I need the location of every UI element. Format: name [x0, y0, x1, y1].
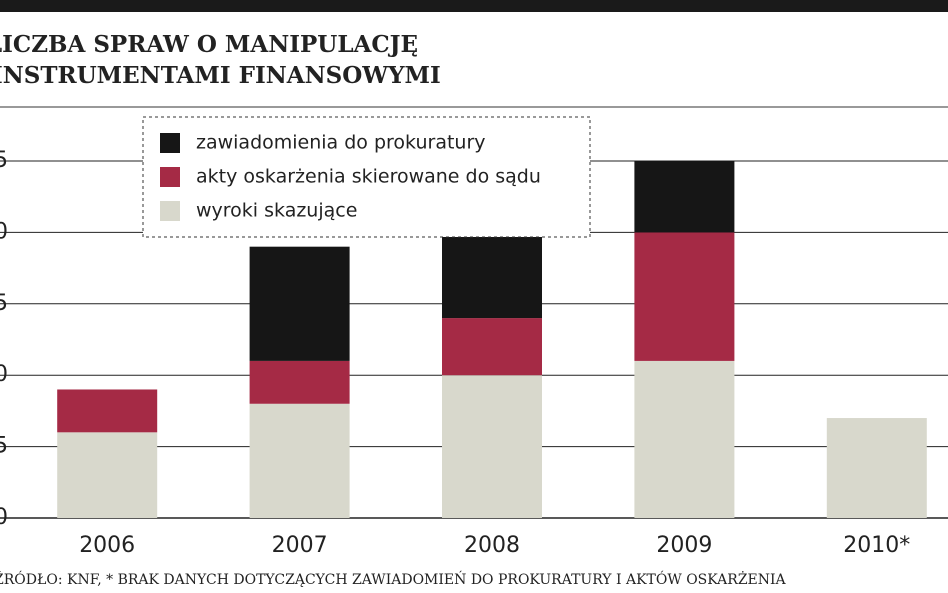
- legend-swatch: [160, 167, 180, 187]
- x-tick-label: 2007: [272, 533, 328, 558]
- x-tick-label: 2008: [464, 533, 520, 558]
- top-band: [0, 0, 948, 12]
- y-tick-label: 20: [0, 219, 8, 244]
- legend-swatch: [160, 201, 180, 221]
- bar-segment: [442, 375, 542, 518]
- y-tick-label: 15: [0, 291, 8, 316]
- y-tick-label: 10: [0, 362, 8, 387]
- legend-label: zawiadomienia do prokuratury: [196, 132, 486, 154]
- x-tick-label: 2006: [79, 533, 135, 558]
- bar-segment: [634, 232, 735, 361]
- legend-swatch: [160, 133, 180, 153]
- bar-segment: [826, 418, 927, 518]
- x-tick-label: 2010*: [843, 533, 910, 558]
- legend-label: akty oskarżenia skierowane do sądu: [196, 166, 541, 188]
- bar-segment: [249, 403, 350, 518]
- y-tick-label: 25: [0, 148, 8, 173]
- bar-segment: [634, 161, 735, 233]
- chart-title: LICZBA SPRAW O MANIPULACJĘ: [0, 31, 418, 58]
- bar-segment: [634, 360, 735, 518]
- bar-segment: [57, 389, 158, 433]
- bar-segment: [249, 360, 350, 404]
- x-tick-label: 2009: [656, 533, 712, 558]
- legend-label: wyroki skazujące: [196, 200, 357, 222]
- bar-segment: [442, 318, 542, 376]
- bar-segment: [249, 246, 350, 361]
- bar-segment: [57, 432, 158, 518]
- chart-subtitle: INSTRUMENTAMI FINANSOWYMI: [0, 62, 441, 89]
- y-tick-label: 5: [0, 434, 8, 459]
- legend-box: [142, 116, 591, 238]
- y-tick-label: 0: [0, 505, 8, 530]
- source-note: ŹRÓDŁO: KNF, * BRAK DANYCH DOTYCZĄCYCH Z…: [0, 570, 787, 588]
